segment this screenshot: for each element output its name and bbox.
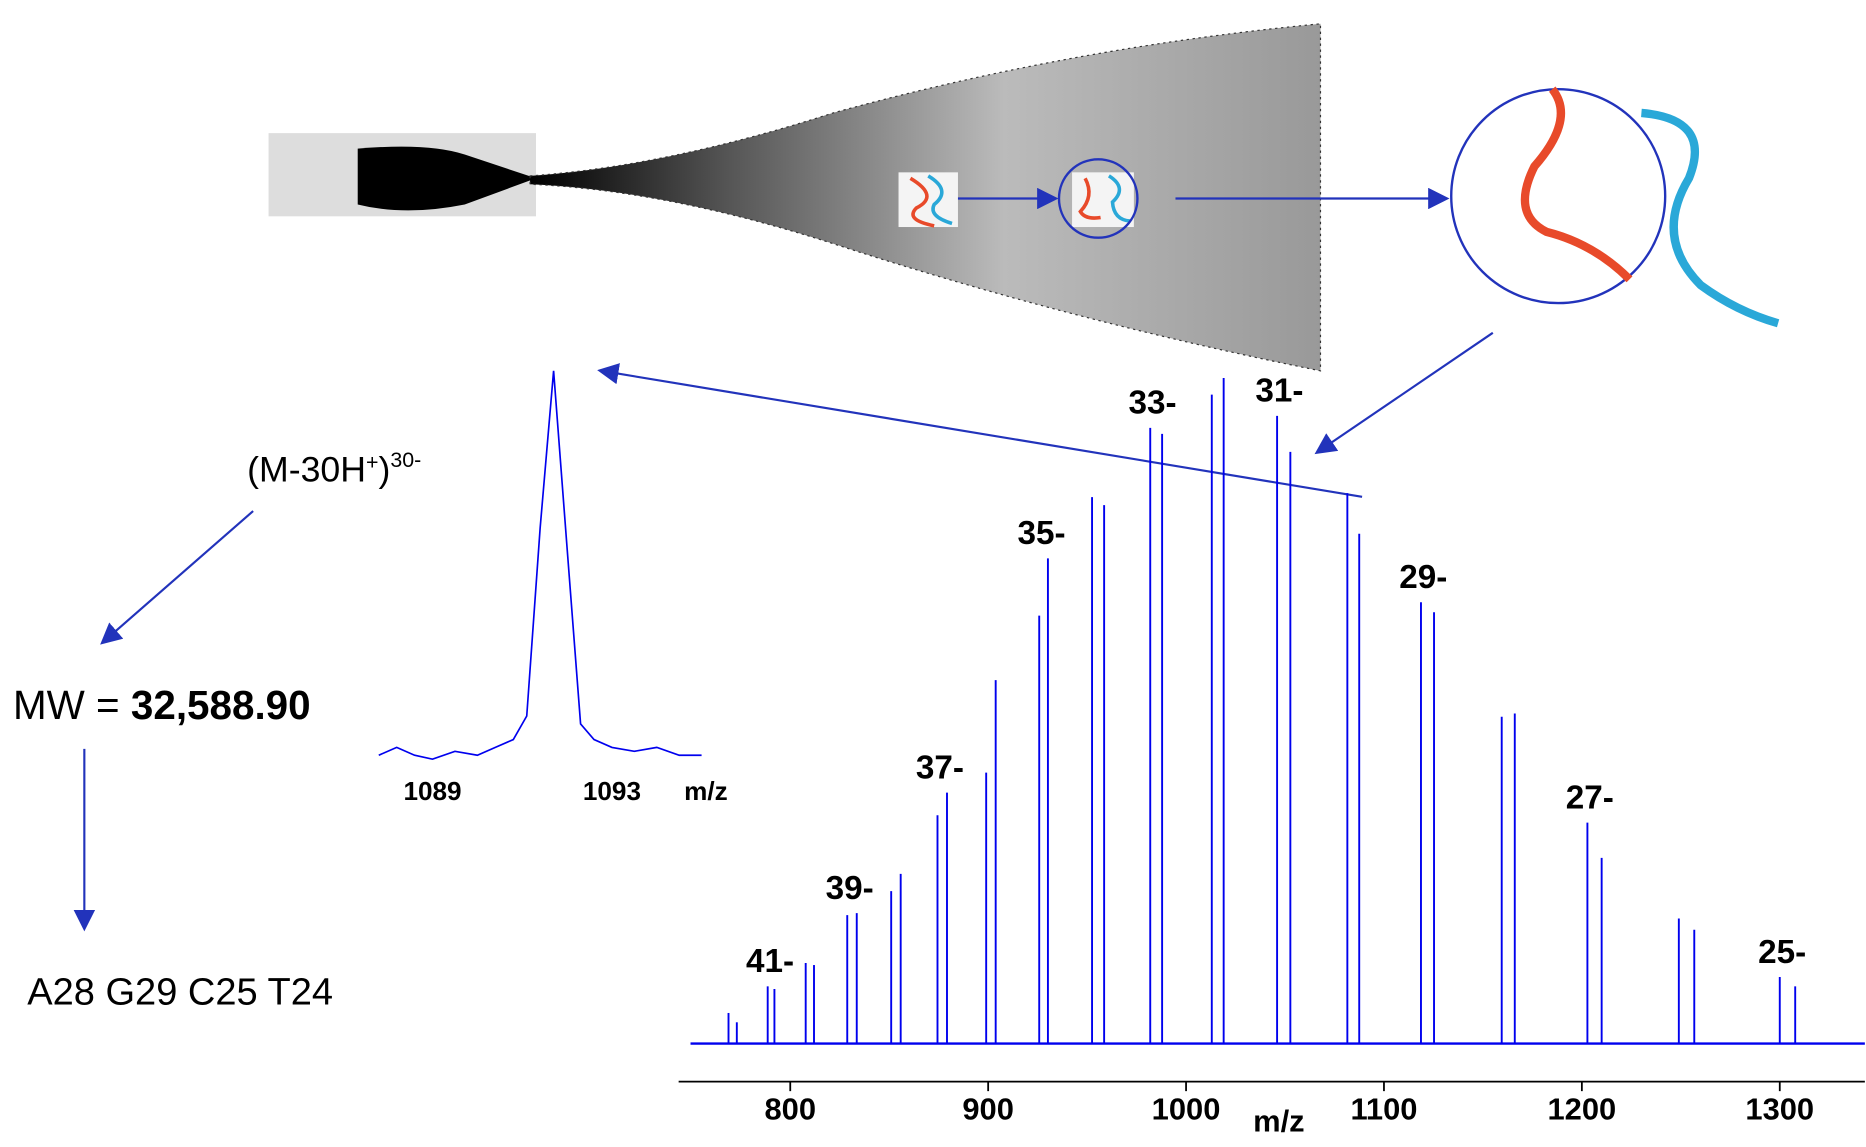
charge-label: 25- [1758,934,1806,971]
charge-label: 27- [1566,779,1614,816]
x-tick-label: 1093 [583,776,641,806]
charge-label: 33- [1129,385,1177,422]
mw-label: MW = 32,588.90 [13,682,311,728]
spray-image [269,24,1321,371]
ion-label: (M-30H+)30- [247,448,421,489]
figure: (M-30H+)30- MW = 32,588.90 A28 G29 C25 T… [0,0,1866,1147]
x-tick-label: 900 [962,1092,1014,1127]
charge-label: 37- [916,749,964,786]
charge-label: 35- [1018,515,1066,552]
trace [379,371,702,759]
x-tick-label: 1000 [1152,1092,1221,1127]
charge-label: 29- [1399,559,1447,596]
x-tick-label: 1089 [403,776,461,806]
charge-label: 39- [826,870,874,907]
x-tick-label: 1300 [1745,1092,1814,1127]
composition: A28 G29 C25 T24 [27,971,333,1013]
x-axis-label: m/z [684,776,728,806]
charge-label: 31- [1255,373,1303,410]
plots: 800 900 1000 1100 1200 1300 m/z 41- 39- 37- 35- 33-… [379,371,1865,1139]
x-tick-label: 800 [764,1092,816,1127]
x-tick-label: 1200 [1547,1092,1616,1127]
charge-label: 41- [746,943,794,980]
x-axis-label: m/z [1253,1104,1305,1139]
x-tick-label: 1100 [1350,1092,1417,1127]
